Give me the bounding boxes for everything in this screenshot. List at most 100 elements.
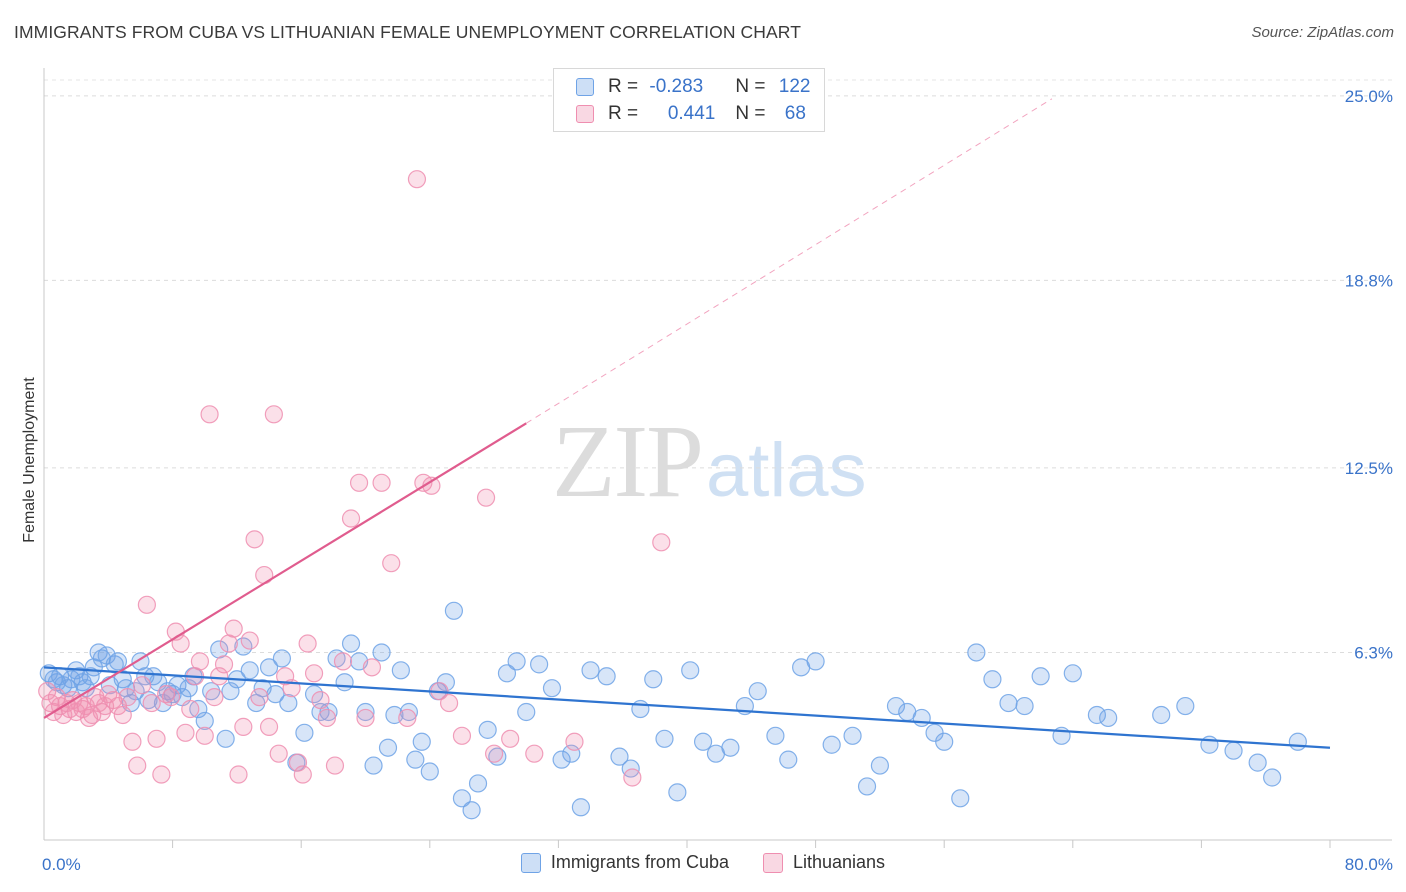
cuba-point	[259, 658, 279, 677]
cuba-point	[195, 711, 214, 731]
lithuanian-point	[245, 530, 264, 549]
y-tick-label: 18.8%	[1345, 271, 1393, 290]
lithuanian-point	[176, 723, 195, 742]
cuba-point	[748, 682, 767, 701]
cuba-point	[581, 661, 600, 680]
lithuanian-point	[214, 655, 234, 674]
legend-item-cuba: Immigrants from Cuba	[520, 852, 729, 873]
lithuanian-point	[118, 688, 137, 707]
lithuanian-point	[259, 717, 279, 736]
lithuanian-point	[73, 699, 92, 719]
cuba-point	[935, 732, 954, 751]
lithuanian-point	[240, 631, 259, 650]
lithuanian-point	[205, 688, 224, 707]
cuba-point	[681, 661, 700, 680]
cuba-point	[766, 726, 785, 745]
cuba-point	[279, 693, 298, 713]
cuba-point	[530, 655, 549, 674]
x-tick-label: 0.0%	[42, 855, 81, 874]
cuba-point	[406, 750, 425, 769]
legend-swatch-lithuanians	[576, 105, 594, 123]
lithuanian-point	[104, 690, 123, 710]
lithuanian-point	[356, 708, 375, 728]
cuba-point	[912, 708, 931, 728]
cuba-point	[1031, 667, 1050, 686]
cuba-point	[436, 673, 455, 692]
lithuanian-trend-line-extension	[525, 98, 1053, 424]
series-legend: Immigrants from Cuba Lithuanians	[0, 852, 1406, 873]
lithuanian-point	[123, 732, 142, 751]
lithuanian-point	[382, 554, 401, 573]
cuba-point	[412, 732, 431, 751]
cuba-point	[295, 723, 314, 742]
cuba-point	[999, 693, 1018, 713]
cuba-point	[806, 652, 825, 671]
cuba-point	[668, 783, 687, 802]
cuba-point	[488, 747, 507, 766]
lithuanian-point	[439, 693, 459, 713]
cuba-point	[420, 762, 439, 781]
cuba-point	[822, 735, 841, 754]
lithuanian-point	[210, 667, 229, 686]
cuba-point	[967, 643, 986, 662]
cuba-point	[497, 664, 517, 683]
lithuanian-point	[304, 664, 324, 683]
cuba-point	[399, 702, 419, 722]
cuba-point	[341, 634, 361, 653]
lithuanian-point	[99, 685, 118, 704]
lithuanian-point	[485, 744, 504, 763]
lithuanian-trend-line	[43, 422, 527, 719]
cuba-point	[779, 750, 798, 769]
lithuanian-point	[293, 765, 312, 784]
cuba-point	[1087, 705, 1107, 725]
cuba-point	[372, 643, 391, 662]
lithuanian-point	[407, 170, 427, 189]
source-label: Source: ZipAtlas.com	[1251, 24, 1394, 41]
cuba-point	[452, 789, 472, 808]
legend-label-lithuanians: Lithuanians	[792, 852, 886, 872]
lithuanian-point	[298, 634, 317, 653]
lithuanian-point	[113, 705, 132, 725]
cuba-point	[597, 667, 616, 686]
cuba-point	[378, 738, 398, 757]
lithuanian-point	[362, 658, 382, 677]
cuba-point	[1015, 696, 1034, 716]
cuba-point	[1099, 708, 1118, 728]
cuba-point	[610, 747, 629, 766]
lithuanian-point	[142, 693, 161, 713]
lithuanian-point	[132, 676, 152, 695]
lithuanian-point	[137, 595, 156, 614]
cuba-point	[644, 670, 663, 689]
lithuanian-point	[398, 708, 417, 728]
cuba-point	[240, 661, 259, 680]
cuba-point	[364, 756, 383, 775]
lithuanian-point	[229, 765, 248, 784]
legend-r-value: -0.283	[649, 76, 704, 97]
y-tick-label: 25.0%	[1345, 87, 1393, 106]
cuba-point	[1063, 664, 1082, 683]
lithuanian-point	[349, 473, 369, 492]
cuba-point	[542, 679, 562, 698]
cuba-point	[857, 777, 877, 796]
lithuanian-point	[147, 729, 166, 748]
lithuanian-point	[200, 405, 219, 424]
lithuanian-point	[565, 732, 584, 751]
cuba-point	[631, 699, 650, 719]
lithuanian-point	[341, 509, 361, 528]
cuba-point	[655, 729, 674, 748]
cuba-point	[517, 702, 536, 722]
y-tick-label: 6.3%	[1354, 643, 1393, 662]
lithuanian-point	[476, 488, 496, 507]
legend-swatch-cuba	[576, 78, 594, 96]
cuba-point	[571, 798, 591, 817]
legend-n-label: N =	[735, 76, 771, 97]
lithuanian-point	[311, 690, 330, 710]
legend-swatch-cuba	[520, 852, 541, 873]
cuba-point	[335, 673, 354, 692]
cuba-trend-line	[43, 666, 1331, 749]
legend-row-lithuanians: R = 0.441 N = 68	[576, 102, 806, 126]
legend-n-label: N =	[735, 103, 771, 124]
x-tick-label: 80.0%	[1345, 855, 1393, 874]
cuba-point	[1263, 768, 1282, 787]
